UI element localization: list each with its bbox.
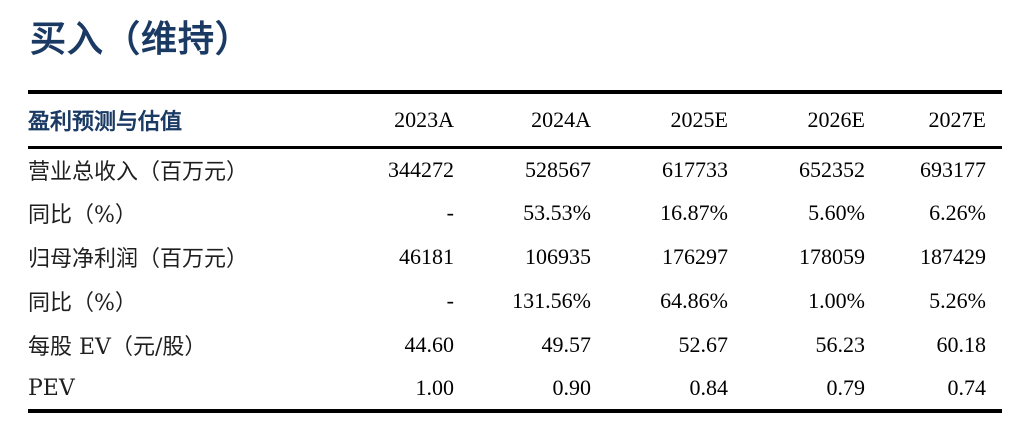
cell-value: 106935	[525, 244, 591, 269]
forecast-valuation-table: 盈利预测与估值 2023A 2024A 2025E 2026E 2027E 营业…	[28, 90, 1002, 413]
table-title-cell: 盈利预测与估值	[28, 108, 183, 135]
table-row: 营业总收入（百万元） 344272 528567 617733 652352 6…	[28, 147, 1002, 191]
cell-value: 617733	[662, 156, 728, 182]
cell-value: 187429	[920, 244, 986, 269]
cell-value: 5.26%	[929, 288, 986, 313]
cell-value: 64.86%	[660, 288, 728, 313]
cell-value: 344272	[388, 156, 454, 182]
cell-value: 16.87%	[660, 200, 728, 225]
cell-value: 56.23	[815, 332, 866, 357]
column-header-2027e: 2027E	[928, 106, 986, 132]
cell-value: 176297	[662, 244, 728, 269]
cell-value: 0.90	[552, 375, 592, 400]
row-label-net-profit: 归母净利润（百万元）	[28, 247, 249, 272]
row-label-revenue: 营业总收入（百万元）	[28, 159, 249, 185]
cell-value: 49.57	[541, 332, 592, 357]
cell-value: 52.67	[678, 332, 729, 357]
cell-value: 693177	[920, 156, 986, 182]
column-header-2026e: 2026E	[807, 106, 865, 132]
column-header-2024a: 2024A	[531, 106, 591, 132]
cell-value: 53.53%	[523, 200, 591, 225]
cell-value: 652352	[799, 156, 865, 182]
cell-value: 6.26%	[929, 200, 986, 225]
report-page: 买入（维持） 盈利预测与估值 2023A 2024A 2025E 2026E 2…	[28, 18, 1002, 413]
row-label-ev-per-share: 每股 EV（元/股）	[28, 335, 207, 360]
rating-title: 买入（维持）	[30, 18, 253, 60]
table-row: 同比（%） - 131.56% 64.86% 1.00% 5.26%	[28, 279, 1002, 323]
cell-value: 60.18	[936, 332, 987, 357]
table-row: 每股 EV（元/股） 44.60 49.57 52.67 56.23 60.18	[28, 323, 1002, 367]
cell-value: 1.00%	[808, 288, 865, 313]
row-label-pev: PEV	[28, 375, 75, 401]
table-row: 归母净利润（百万元） 46181 106935 176297 178059 18…	[28, 235, 1002, 279]
cell-value: 0.84	[689, 375, 729, 400]
column-header-2023a: 2023A	[394, 106, 454, 132]
cell-value: 131.56%	[512, 288, 591, 313]
cell-value: 528567	[525, 156, 591, 182]
cell-value: -	[446, 288, 454, 313]
table-header-row: 盈利预测与估值 2023A 2024A 2025E 2026E 2027E	[28, 92, 1002, 147]
row-label-profit-yoy: 同比（%）	[28, 291, 137, 316]
column-header-2025e: 2025E	[670, 106, 728, 132]
row-label-revenue-yoy: 同比（%）	[28, 203, 137, 228]
cell-value: 1.00	[415, 375, 455, 400]
cell-value: -	[446, 200, 454, 225]
cell-value: 0.74	[947, 375, 987, 400]
cell-value: 0.79	[826, 375, 866, 400]
cell-value: 46181	[399, 244, 454, 269]
table-row: 同比（%） - 53.53% 16.87% 5.60% 6.26%	[28, 191, 1002, 235]
cell-value: 5.60%	[808, 200, 865, 225]
table-row: PEV 1.00 0.90 0.84 0.79 0.74	[28, 367, 1002, 411]
cell-value: 44.60	[404, 332, 455, 357]
cell-value: 178059	[799, 244, 865, 269]
